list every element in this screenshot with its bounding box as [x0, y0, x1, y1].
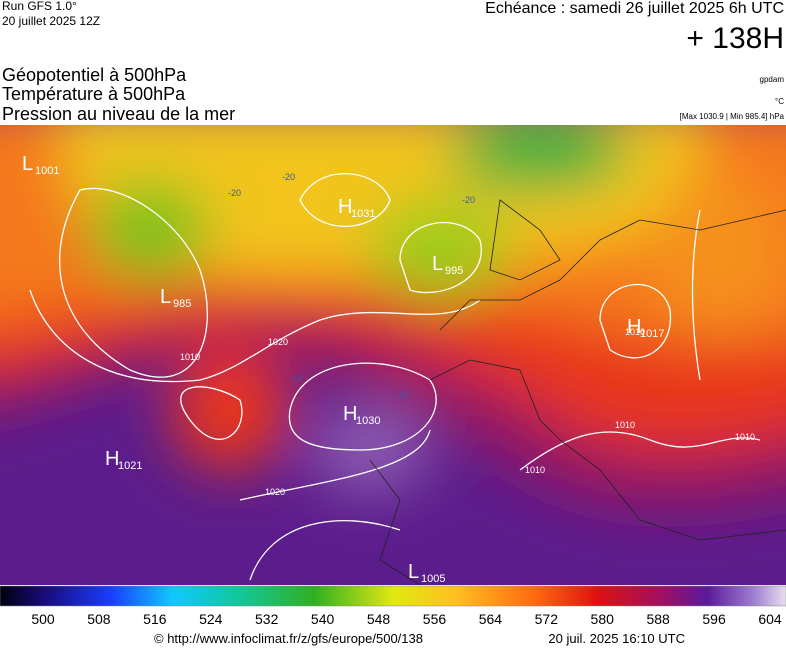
center-value: 1030 — [356, 415, 380, 427]
generated: 20 juil. 2025 16:10 UTC — [548, 631, 685, 646]
center-value: 1021 — [118, 460, 142, 472]
center-type: H — [338, 196, 352, 218]
source: © http://www.infoclimat.fr/z/gfs/europe/… — [154, 631, 423, 646]
center-type: L — [22, 153, 33, 175]
center-value: 1001 — [35, 165, 59, 177]
unit: °C — [775, 97, 784, 106]
center-value: 1005 — [421, 573, 445, 585]
center-type: H — [627, 316, 641, 338]
colorbar-tick-label: 524 — [199, 611, 223, 627]
isobar-label: 1010 — [180, 352, 200, 362]
temperature-label: -20 — [282, 172, 295, 182]
colorbar-tick-label: 508 — [87, 611, 111, 627]
center-type: H — [105, 448, 119, 470]
temperature-label: -20 — [462, 195, 475, 205]
center-value: 1031 — [351, 208, 375, 220]
title: Géopotentiel à 500hPa — [2, 65, 187, 85]
colorbar — [0, 585, 786, 607]
unit: [Max 1030.9 | Min 985.4] hPa — [680, 112, 785, 121]
lead-time: + 138H — [686, 22, 784, 55]
center-type: L — [408, 561, 419, 583]
isobar-label: 1020 — [268, 337, 288, 347]
colorbar-tick-label: 516 — [143, 611, 167, 627]
temperature-label: -20 — [228, 188, 241, 198]
run-date: 20 juillet 2025 12Z — [2, 14, 100, 28]
colorbar-tick-label: 556 — [423, 611, 447, 627]
center-type: H — [343, 403, 357, 425]
colorbar-tick-label: 548 — [367, 611, 391, 627]
isobar-label: 1010 — [735, 432, 755, 442]
colorbar-tick-label: 540 — [311, 611, 335, 627]
isobar-label: 1020 — [265, 487, 285, 497]
colorbar-tick-label: 588 — [646, 611, 670, 627]
colorbar-tick-label: 532 — [255, 611, 279, 627]
isobar-label: 1010 — [625, 327, 645, 337]
colorbar-tick-label: 604 — [758, 611, 782, 627]
center-type: L — [160, 286, 171, 308]
colorbar-tick-label: 596 — [702, 611, 726, 627]
isobar-label: 1010 — [525, 465, 545, 475]
center-value: 995 — [445, 265, 463, 277]
map — [0, 125, 786, 585]
temperature-label: -10 — [290, 373, 303, 383]
colorbar-tick-label: 500 — [31, 611, 55, 627]
center-value: 985 — [173, 298, 191, 310]
colorbar-tick-label: 564 — [479, 611, 503, 627]
center-type: L — [432, 253, 443, 275]
unit: gpdam — [760, 75, 785, 84]
temperature-label: -10 — [395, 390, 408, 400]
colorbar-tick-label: 580 — [591, 611, 615, 627]
run: Run GFS 1.0° — [2, 0, 77, 13]
valid-time: Echéance : samedi 26 juillet 2025 6h UTC — [485, 0, 784, 17]
center-value: 1017 — [640, 328, 664, 340]
isobar-label: 1010 — [615, 420, 635, 430]
colorbar-tick-label: 572 — [535, 611, 559, 627]
title: Température à 500hPa — [2, 84, 186, 104]
title: Pression au niveau de la mer — [2, 104, 235, 124]
